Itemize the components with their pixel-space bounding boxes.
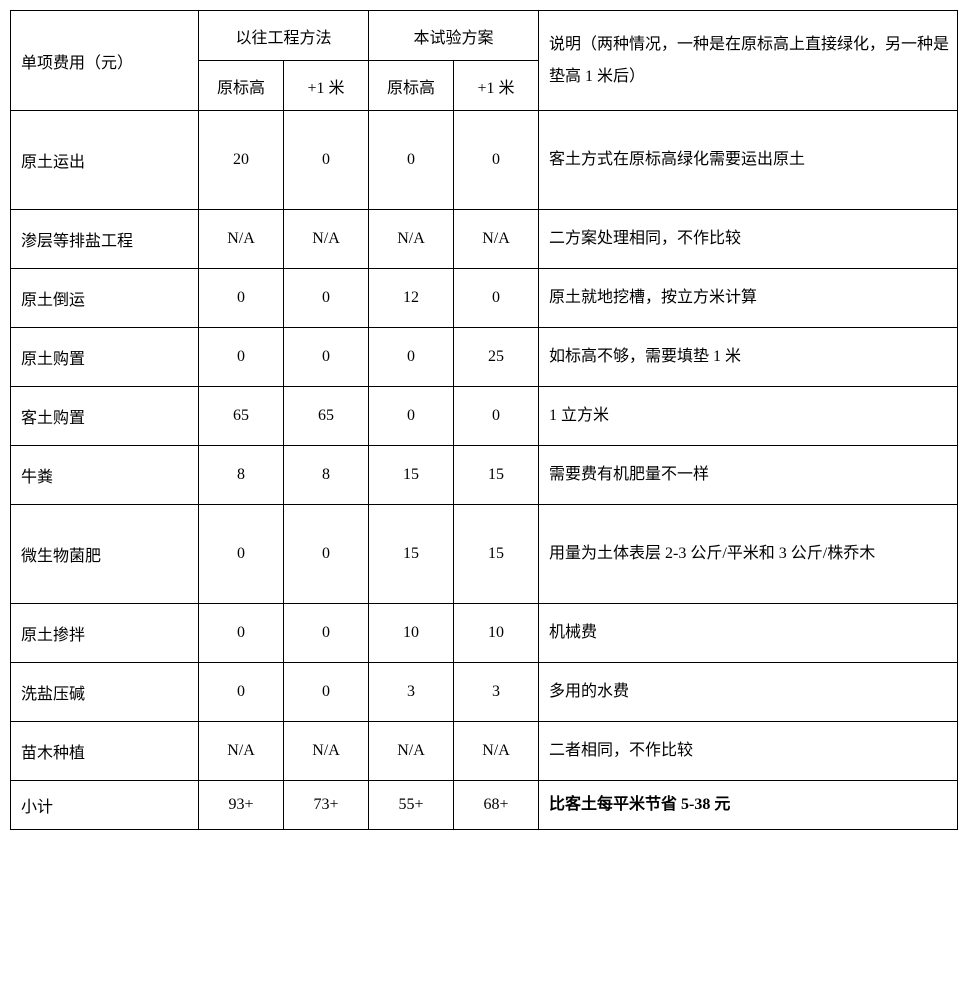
row-label: 客土购置 <box>11 387 199 446</box>
cell-value: 0 <box>284 604 369 663</box>
cell-value: N/A <box>369 210 454 269</box>
header-sub-prev-orig: 原标高 <box>199 61 284 111</box>
header-sub-curr-plus1: +1 米 <box>454 61 539 111</box>
row-description: 客土方式在原标高绿化需要运出原土 <box>539 111 958 210</box>
cell-value: 3 <box>369 663 454 722</box>
row-description: 多用的水费 <box>539 663 958 722</box>
cell-value: 73+ <box>284 781 369 830</box>
cell-value: N/A <box>199 722 284 781</box>
cell-value: N/A <box>199 210 284 269</box>
table-row: 原土倒运00120原土就地挖槽，按立方米计算 <box>11 269 958 328</box>
cell-value: 15 <box>454 505 539 604</box>
cell-value: 0 <box>199 663 284 722</box>
header-sub-prev-plus1: +1 米 <box>284 61 369 111</box>
cell-value: 25 <box>454 328 539 387</box>
row-description: 如标高不够，需要填垫 1 米 <box>539 328 958 387</box>
cell-value: 8 <box>199 446 284 505</box>
cell-value: 0 <box>284 663 369 722</box>
cell-value: 10 <box>369 604 454 663</box>
row-label: 原土运出 <box>11 111 199 210</box>
row-label: 苗木种植 <box>11 722 199 781</box>
row-description: 比客土每平米节省 5-38 元 <box>539 781 958 830</box>
row-label: 牛粪 <box>11 446 199 505</box>
cell-value: N/A <box>369 722 454 781</box>
header-description: 说明（两种情况，一种是在原标高上直接绿化，另一种是垫高 1 米后） <box>539 11 958 111</box>
row-description: 原土就地挖槽，按立方米计算 <box>539 269 958 328</box>
cell-value: 0 <box>454 111 539 210</box>
cell-value: 15 <box>369 505 454 604</box>
cell-value: 65 <box>199 387 284 446</box>
cell-value: 0 <box>369 328 454 387</box>
cell-value: 0 <box>199 269 284 328</box>
table-row: 原土运出20000客土方式在原标高绿化需要运出原土 <box>11 111 958 210</box>
cell-value: 12 <box>369 269 454 328</box>
cost-comparison-table: 单项费用（元） 以往工程方法 本试验方案 说明（两种情况，一种是在原标高上直接绿… <box>10 10 958 830</box>
cell-value: 10 <box>454 604 539 663</box>
cell-value: 0 <box>284 328 369 387</box>
row-description: 需要费有机肥量不一样 <box>539 446 958 505</box>
cell-value: 15 <box>454 446 539 505</box>
cell-value: N/A <box>284 210 369 269</box>
cell-value: 3 <box>454 663 539 722</box>
cell-value: N/A <box>454 210 539 269</box>
header-group-current: 本试验方案 <box>369 11 539 61</box>
table-row: 客土购置6565001 立方米 <box>11 387 958 446</box>
table-row: 微生物菌肥001515用量为土体表层 2-3 公斤/平米和 3 公斤/株乔木 <box>11 505 958 604</box>
table-row: 原土购置00025如标高不够，需要填垫 1 米 <box>11 328 958 387</box>
cell-value: 0 <box>454 387 539 446</box>
row-label: 小计 <box>11 781 199 830</box>
cell-value: N/A <box>284 722 369 781</box>
table-row: 渗层等排盐工程N/AN/AN/AN/A二方案处理相同，不作比较 <box>11 210 958 269</box>
cell-value: 93+ <box>199 781 284 830</box>
row-description: 二方案处理相同，不作比较 <box>539 210 958 269</box>
cell-value: 15 <box>369 446 454 505</box>
header-group-previous: 以往工程方法 <box>199 11 369 61</box>
cell-value: 0 <box>284 505 369 604</box>
header-row-label: 单项费用（元） <box>11 11 199 111</box>
row-label: 原土倒运 <box>11 269 199 328</box>
table-row: 原土掺拌001010机械费 <box>11 604 958 663</box>
cell-value: 68+ <box>454 781 539 830</box>
cell-value: 0 <box>454 269 539 328</box>
table-row: 小计93+73+55+68+比客土每平米节省 5-38 元 <box>11 781 958 830</box>
row-description: 1 立方米 <box>539 387 958 446</box>
row-label: 微生物菌肥 <box>11 505 199 604</box>
table-row: 洗盐压碱0033多用的水费 <box>11 663 958 722</box>
row-label: 原土购置 <box>11 328 199 387</box>
cell-value: 8 <box>284 446 369 505</box>
row-label: 原土掺拌 <box>11 604 199 663</box>
cell-value: N/A <box>454 722 539 781</box>
cell-value: 0 <box>199 505 284 604</box>
row-description: 二者相同，不作比较 <box>539 722 958 781</box>
cell-value: 0 <box>284 111 369 210</box>
table-row: 苗木种植N/AN/AN/AN/A二者相同，不作比较 <box>11 722 958 781</box>
cell-value: 0 <box>199 604 284 663</box>
row-description: 用量为土体表层 2-3 公斤/平米和 3 公斤/株乔木 <box>539 505 958 604</box>
row-description: 机械费 <box>539 604 958 663</box>
cell-value: 0 <box>369 387 454 446</box>
row-label: 渗层等排盐工程 <box>11 210 199 269</box>
header-sub-curr-orig: 原标高 <box>369 61 454 111</box>
cell-value: 20 <box>199 111 284 210</box>
cell-value: 0 <box>199 328 284 387</box>
cell-value: 0 <box>284 269 369 328</box>
table-row: 牛粪881515需要费有机肥量不一样 <box>11 446 958 505</box>
row-label: 洗盐压碱 <box>11 663 199 722</box>
cell-value: 0 <box>369 111 454 210</box>
cell-value: 55+ <box>369 781 454 830</box>
cell-value: 65 <box>284 387 369 446</box>
